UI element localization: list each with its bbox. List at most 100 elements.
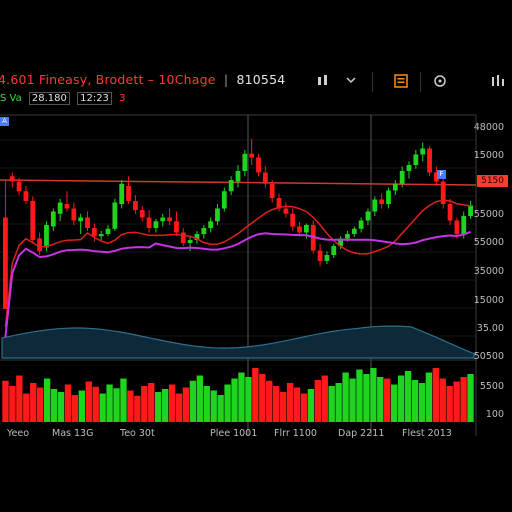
candle-body (413, 154, 419, 165)
candle-body (37, 238, 43, 252)
volume-bar (92, 386, 99, 422)
volume-bar (363, 374, 370, 422)
candle-body (427, 148, 432, 173)
volume-bar (182, 387, 190, 422)
volume-bar (432, 368, 439, 422)
candlestick (276, 193, 282, 212)
marker-f[interactable]: F (437, 170, 446, 179)
moving-average-purple (4, 230, 471, 338)
candle-body (440, 181, 446, 204)
volume-bar (30, 383, 37, 422)
volume-bar (196, 375, 203, 422)
candlestick (112, 198, 118, 231)
candle-body (187, 240, 193, 243)
candle-body (146, 217, 152, 228)
volume-bar (155, 392, 162, 422)
volume-bar (328, 386, 335, 422)
indicator-value-2: 12:23 (77, 92, 112, 105)
price-axis-label: 55000 (473, 237, 504, 248)
price-axis-label: 35.00 (476, 323, 504, 334)
volume-axis-label: 100 (485, 409, 504, 420)
candle-body (461, 216, 467, 234)
settings-icon[interactable] (432, 74, 448, 90)
volume-bar (106, 384, 113, 422)
indicator-value-3: 3 (119, 93, 126, 104)
candle-body (23, 191, 29, 201)
volume-bar (23, 393, 30, 422)
volume-bar (71, 395, 79, 422)
volume-bar (356, 369, 363, 422)
candlestick (235, 165, 241, 188)
candlestick (269, 180, 275, 203)
candle-body (331, 246, 337, 255)
candle-body (338, 238, 344, 246)
volume-bar (259, 374, 266, 422)
volume-bar (127, 390, 134, 422)
candlestick (447, 198, 453, 225)
volume-bar (37, 387, 44, 422)
chevron-down-icon[interactable] (343, 74, 359, 90)
candlestick (427, 146, 432, 177)
marker-a[interactable]: A (0, 117, 9, 126)
layout-icon[interactable] (393, 74, 409, 90)
volume-bar (217, 395, 224, 422)
candle-body (98, 234, 104, 237)
candlesticks (3, 138, 473, 309)
symbol-name: Fineasy, Brodett (38, 72, 144, 87)
volume-bar (2, 380, 9, 422)
candlestick (386, 187, 391, 209)
volume-bar (231, 378, 238, 422)
volume-bar (453, 381, 460, 422)
volume-bar (384, 378, 391, 422)
candlestick (208, 217, 214, 233)
volume-bar (460, 377, 467, 422)
candle-body (262, 172, 268, 184)
candle-body (3, 217, 8, 309)
candle-body (297, 226, 302, 233)
candle-body (208, 221, 214, 228)
candle-body (221, 191, 227, 209)
candle-body (50, 211, 56, 227)
candlestick (262, 166, 268, 188)
candlestick (372, 196, 378, 216)
candle-body (399, 171, 405, 184)
candle-body (119, 183, 125, 204)
volume-bar (16, 375, 23, 422)
candlestick (30, 196, 36, 244)
volume-bar (446, 386, 453, 422)
candle-body (468, 205, 473, 216)
volume-bar (425, 372, 433, 422)
candle-body (139, 210, 145, 218)
indicator-area (1, 325, 475, 359)
volume-bar (168, 384, 176, 422)
candle-body (167, 217, 172, 222)
candle-body (290, 213, 296, 227)
volume-bar (307, 389, 315, 422)
candlestick (468, 201, 473, 219)
candlestick (365, 208, 371, 225)
indicator-bar: S Va 28.180 12:23 3 (0, 92, 129, 108)
candle-body (392, 183, 398, 191)
candle-body (372, 199, 378, 212)
candle-body (242, 153, 248, 171)
volume-bar (9, 386, 16, 422)
candle-body (105, 228, 111, 234)
volume-bar (397, 375, 405, 422)
bars-icon[interactable] (490, 74, 506, 90)
price-axis-label: 48000 (473, 122, 504, 133)
volume-bar (203, 386, 210, 422)
volume-bar (64, 384, 72, 422)
candle-body (160, 217, 166, 222)
candles-icon[interactable] (315, 74, 331, 90)
candlestick (399, 166, 405, 188)
candlestick (23, 186, 29, 204)
price-axis-label: 15000 (473, 295, 504, 306)
candlestick (440, 176, 446, 209)
candle-body (351, 228, 357, 234)
volume-axis-label: 5500 (479, 381, 504, 392)
volume-bar (113, 388, 120, 422)
current-price-badge: 5150 (477, 175, 508, 187)
volume-bar (85, 381, 92, 422)
time-axis-label: Teo 30t (120, 428, 155, 439)
